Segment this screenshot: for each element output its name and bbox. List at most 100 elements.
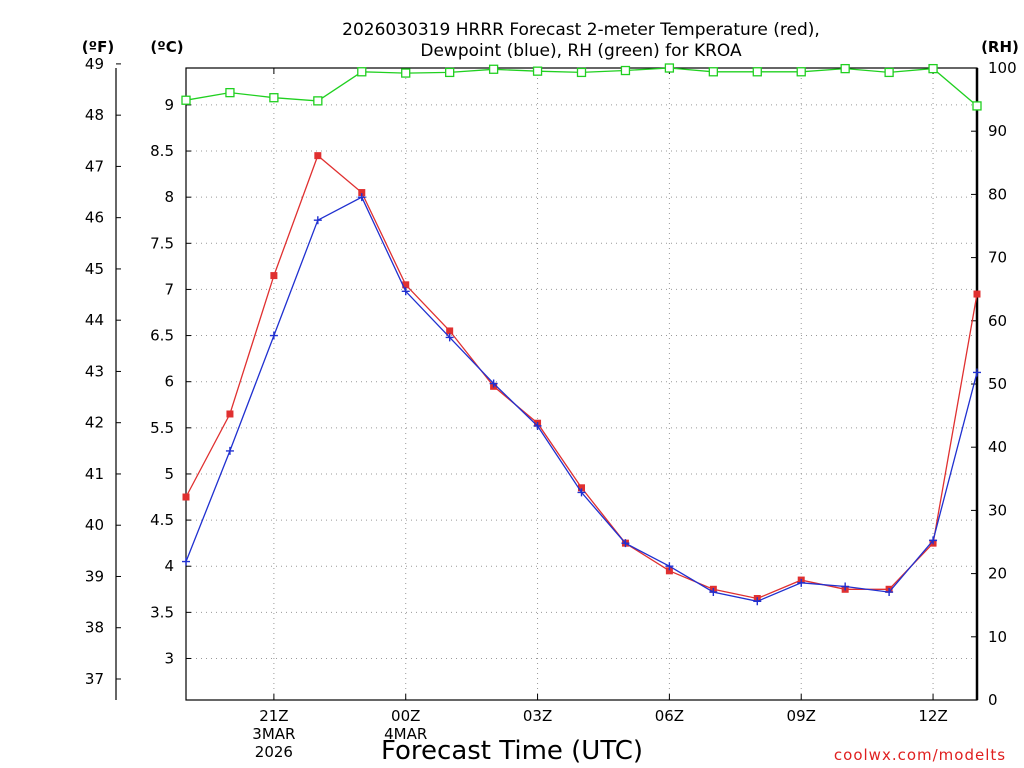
chart-title-line-2: Dewpoint (blue), RH (green) for KROA [420, 41, 742, 61]
celsius-unit-label: (ºC) [150, 38, 183, 56]
dewpoint-point [357, 193, 366, 202]
rh-tick-label: 20 [988, 565, 1007, 583]
fahrenheit-tick-label: 43 [85, 362, 104, 380]
rh-point [664, 63, 675, 73]
fahrenheit-tick-label: 40 [85, 516, 104, 534]
temperature-point [314, 152, 322, 160]
fahrenheit-tick-label: 38 [85, 619, 104, 637]
dewpoint-point [445, 333, 454, 342]
rh-point [401, 68, 411, 78]
celsius-tick-label: 7 [164, 280, 174, 298]
celsius-tick-label: 5.5 [150, 419, 174, 437]
celsius-tick-label: 3 [164, 649, 174, 667]
x-axis-label: Forecast Time (UTC) [381, 736, 643, 766]
dewpoint-point [533, 421, 542, 430]
temperature-point [402, 281, 410, 289]
rh-tick-label: 80 [988, 185, 1007, 203]
fahrenheit-tick-label: 49 [85, 55, 104, 73]
dewpoint-point [225, 446, 234, 455]
temperature-line [185, 154, 978, 600]
dewpoint-point [709, 588, 718, 597]
dewpoint-point [841, 582, 850, 591]
rh-tick-label: 10 [988, 628, 1007, 646]
dewpoint-point [489, 379, 498, 388]
dewpoint-point [621, 539, 630, 548]
celsius-tick-label: 7.5 [150, 234, 174, 252]
fahrenheit-tick-label: 39 [85, 567, 104, 585]
temperature-point [182, 493, 190, 501]
rh-point [840, 63, 850, 74]
rh-point [181, 95, 191, 105]
dewpoint-point [313, 216, 322, 225]
celsius-tick-label: 3.5 [150, 603, 174, 621]
dewpoint-point [929, 536, 938, 545]
temperature-point [973, 290, 981, 298]
rh-point [620, 65, 631, 76]
dewpoint-point [182, 557, 190, 566]
rh-point [708, 67, 718, 77]
gridlines [186, 68, 977, 700]
fahrenheit-tick-label: 48 [85, 106, 104, 124]
temperature-point [358, 189, 366, 197]
temperature-point [226, 410, 234, 418]
rh-tick-label: 0 [988, 691, 998, 709]
rh-tick-label: 30 [988, 501, 1007, 519]
rh-point [752, 67, 762, 77]
fahrenheit-tick-label: 42 [85, 414, 104, 432]
rh-point [576, 67, 587, 78]
celsius-tick-label: 9 [164, 96, 174, 114]
x-tick-label: 12Z [918, 707, 947, 725]
rh-point [884, 67, 894, 78]
fahrenheit-tick-label: 41 [85, 465, 104, 483]
rh-point [928, 63, 938, 74]
fahrenheit-tick-label: 45 [85, 260, 104, 278]
celsius-tick-label: 6.5 [150, 327, 174, 345]
x-tick-label: 21Z [259, 707, 288, 725]
fahrenheit-tick-label: 47 [85, 157, 104, 175]
rh-tick-label: 70 [988, 249, 1007, 267]
celsius-tick-label: 8 [164, 188, 174, 206]
temperature-point [665, 567, 673, 575]
rh-tick-label: 50 [988, 375, 1007, 393]
dewpoint-point [269, 331, 278, 340]
rh-point [488, 64, 499, 74]
x-tick-label: 06Z [655, 707, 684, 725]
x-tick-label: 03Z [523, 707, 552, 725]
rh-unit-label: (RH) [981, 38, 1019, 56]
celsius-tick-label: 8.5 [150, 142, 174, 160]
rh-point [269, 93, 279, 103]
data-series [181, 63, 982, 606]
rh-point [532, 66, 543, 76]
x-tick-label: 2026 [255, 743, 293, 761]
fahrenheit-tick-label: 37 [85, 670, 104, 688]
rh-point [445, 67, 455, 78]
x-tick-label: 00Z [391, 707, 420, 725]
dewpoint-point [401, 287, 410, 296]
dewpoint-line [185, 196, 978, 602]
dewpoint-point [797, 578, 806, 587]
tick-labels: 37 38 39 40 41 42 43 44 45 46 47 48 49 3 3.5 4 4.5 5 5.5 6 6… [85, 55, 1017, 761]
rh-tick-label: 90 [988, 122, 1007, 140]
fahrenheit-tick-label: 44 [85, 311, 104, 329]
x-tick-label: 4MAR [384, 725, 427, 743]
rh-point [357, 67, 367, 77]
dewpoint-point [577, 488, 586, 497]
x-tick-label: 3MAR [252, 725, 295, 743]
chart-title-line-1: 2026030319 HRRR Forecast 2-meter Tempera… [342, 20, 820, 40]
temperature-point [446, 327, 454, 335]
rh-tick-label: 40 [988, 438, 1007, 456]
rh-point [225, 87, 235, 98]
celsius-tick-label: 6 [164, 373, 174, 391]
rh-point [796, 67, 806, 77]
temperature-point [578, 484, 585, 492]
temperature-point [270, 272, 278, 280]
plot-frame [185, 67, 978, 701]
dewpoint-point [665, 562, 674, 571]
credit-label: coolwx.com/modelts [834, 746, 1006, 764]
celsius-tick-label: 5 [164, 465, 174, 483]
rh-tick-label: 60 [988, 312, 1007, 330]
rh-point [972, 101, 982, 111]
dewpoint-point [885, 588, 894, 597]
x-tick-label: 09Z [787, 707, 816, 725]
